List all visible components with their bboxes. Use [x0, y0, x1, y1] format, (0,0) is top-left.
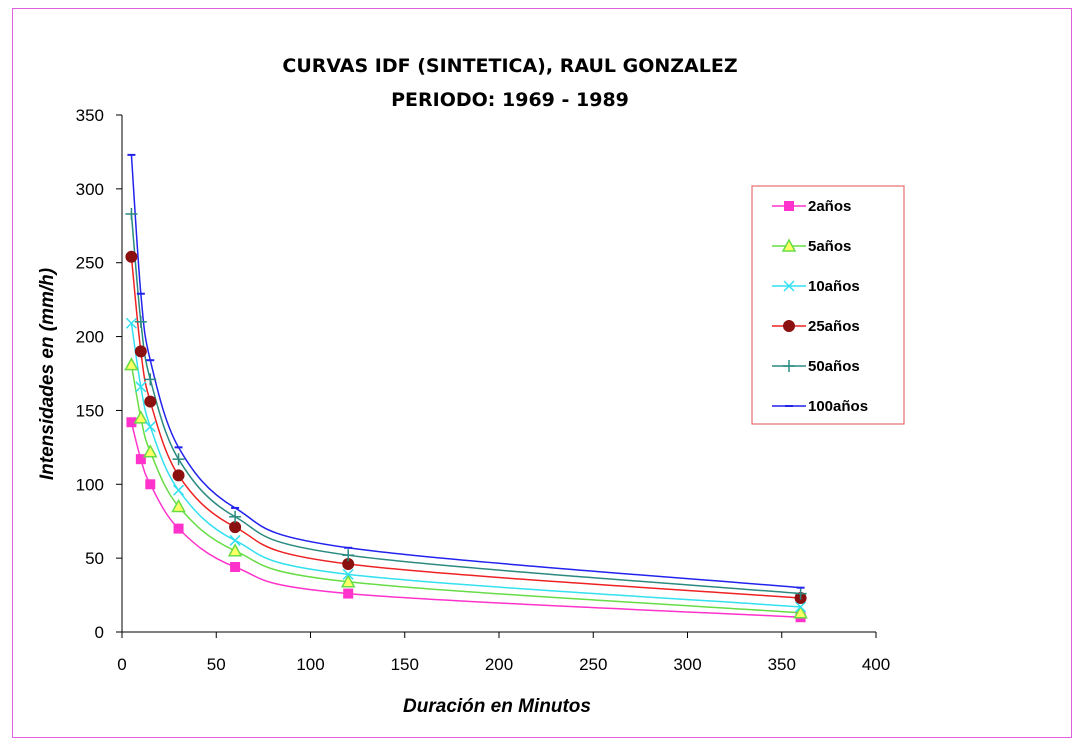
data-point [144, 421, 156, 433]
legend-marker [783, 280, 795, 292]
markers [124, 153, 808, 623]
y-tick-label: 300 [76, 180, 104, 199]
series-line-2 [130, 323, 801, 608]
legend-marker [783, 360, 795, 372]
data-point [125, 207, 138, 220]
data-point [143, 444, 158, 458]
y-tick-label: 250 [76, 254, 104, 273]
legend: 2años 5años 10años 25años 50años 100años [751, 185, 905, 425]
data-point [794, 587, 807, 600]
x-axis-label: Duración en Minutos [403, 696, 591, 717]
data-point [124, 357, 139, 371]
data-point [343, 588, 354, 599]
curves [130, 154, 801, 618]
data-point [144, 395, 157, 408]
data-point [135, 381, 147, 393]
data-point [125, 317, 137, 329]
x-tick-label: 150 [391, 655, 419, 674]
series-line-0 [130, 422, 801, 618]
data-point [173, 523, 184, 534]
data-point [172, 453, 185, 466]
legend-marker [783, 320, 795, 332]
chart-subtitle: PERIODO: 1969 - 1989 [391, 89, 629, 111]
y-tick-label: 50 [85, 549, 104, 568]
data-point [793, 605, 808, 619]
legend-label: 50años [808, 358, 860, 375]
data-point [144, 373, 157, 386]
legend-entry: 5años [772, 238, 851, 255]
legend-marker [781, 238, 797, 252]
data-point [133, 410, 149, 424]
series-line-3 [130, 256, 801, 599]
legend-label: 10años [808, 278, 860, 295]
data-point [342, 568, 354, 580]
legend-label: 2años [808, 198, 851, 215]
data-point [125, 250, 138, 263]
legend-entry: 50años [772, 358, 860, 375]
x-tick-label: 250 [579, 655, 607, 674]
y-tick-label: 350 [76, 106, 104, 125]
legend-entry: 10años [772, 278, 860, 295]
legend-box [751, 185, 905, 425]
y-tick-label: 100 [76, 475, 104, 494]
legend-label: 100años [808, 398, 868, 415]
data-point [229, 521, 242, 534]
data-point [342, 549, 355, 562]
legend-entry: 2años [772, 198, 851, 215]
data-point [229, 534, 241, 546]
x-tick-label: 100 [296, 655, 324, 674]
x-tick-label: 400 [862, 655, 890, 674]
chart-title: CURVAS IDF (SINTETICA), RAUL GONZALEZ [282, 55, 737, 77]
data-point [230, 562, 241, 573]
legend-entry: 100años [772, 398, 868, 415]
legend-entry: 25años [772, 318, 860, 335]
y-tick-label: 200 [76, 328, 104, 347]
y-tick-label: 150 [76, 401, 104, 420]
data-point [134, 315, 147, 328]
x-tick-label: 300 [673, 655, 701, 674]
x-tick-label: 200 [485, 655, 513, 674]
data-point [340, 574, 356, 588]
x-tick-label: 350 [768, 655, 796, 674]
y-axis-label: Intensidades en (mm/h) [37, 268, 58, 480]
axes: 0 50 100 150 200 250 300 350 0 50 100 150 200 250 300 3… [76, 106, 891, 674]
data-point [135, 454, 146, 465]
legend-marker [784, 201, 794, 211]
data-point [795, 601, 807, 613]
data-point [229, 510, 242, 523]
data-point [173, 484, 185, 496]
legend-label: 5años [808, 238, 851, 255]
data-point [126, 417, 137, 428]
legend-label: 25años [808, 318, 860, 335]
y-tick-label: 0 [95, 623, 104, 642]
data-point [172, 469, 185, 482]
x-tick-label: 0 [117, 655, 126, 674]
data-point [227, 543, 243, 557]
data-point [145, 479, 156, 490]
series-line-1 [130, 364, 801, 614]
x-tick-label: 50 [207, 655, 226, 674]
data-point [171, 498, 186, 513]
data-point [134, 345, 147, 358]
